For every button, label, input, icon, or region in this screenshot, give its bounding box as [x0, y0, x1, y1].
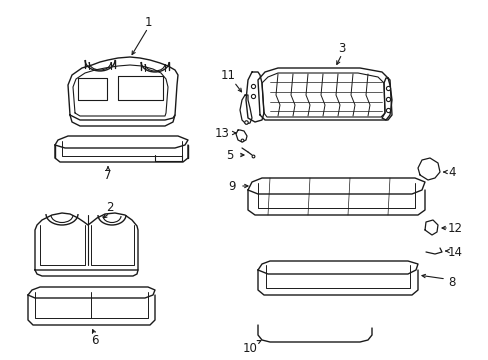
Text: 6: 6 — [91, 333, 99, 346]
Text: 9: 9 — [228, 180, 235, 193]
Text: 10: 10 — [242, 342, 257, 355]
Text: 1: 1 — [144, 15, 151, 28]
Text: 8: 8 — [447, 275, 455, 288]
Text: 5: 5 — [226, 149, 233, 162]
Text: 14: 14 — [447, 246, 462, 258]
Text: 11: 11 — [220, 68, 235, 81]
Text: 4: 4 — [447, 166, 455, 179]
Text: 12: 12 — [447, 221, 462, 234]
Text: 2: 2 — [106, 201, 114, 213]
Text: 3: 3 — [338, 41, 345, 54]
Text: 13: 13 — [214, 126, 229, 140]
Text: 7: 7 — [104, 168, 112, 181]
